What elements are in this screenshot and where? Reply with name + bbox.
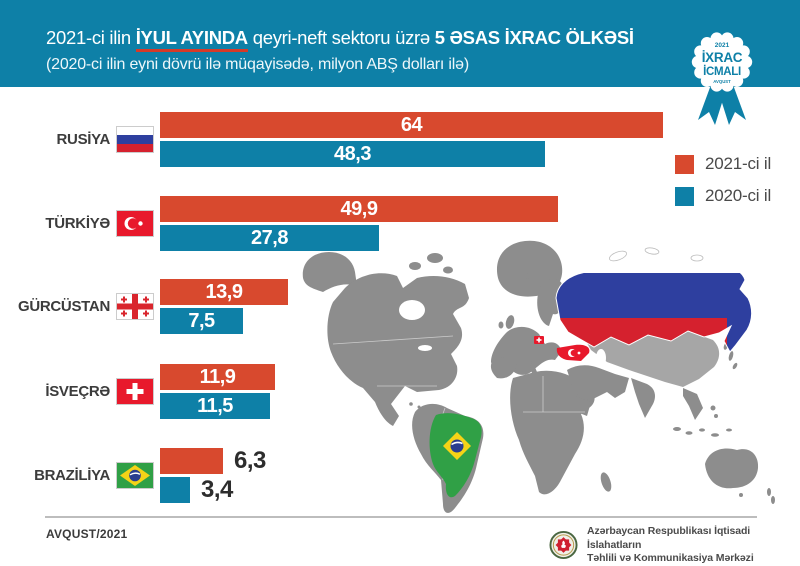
badge-year: 2021 [715, 42, 730, 49]
bar-2020: 3,4 [160, 477, 233, 503]
legend-item-2021: 2021-ci il [675, 154, 771, 174]
rosette-icon: 2021 İXRAC İCMALI AVQUST [691, 32, 753, 125]
badge-month: AVQUST [713, 79, 731, 84]
chart-row-turkiye: TÜRKİYƏ 49,9 27,8 [0, 196, 800, 251]
alaska-region [302, 252, 357, 292]
chart-row-rusiya: RUSİYA 64 48,3 [0, 112, 800, 167]
legend-label-2021: 2021-ci il [705, 154, 772, 173]
badge-line1: İXRAC [702, 50, 743, 65]
header-banner: 2021-ci ilin İYUL AYINDA qeyri-neft sekt… [0, 0, 800, 87]
turkey-flag-icon [116, 210, 154, 237]
value-label-2020: 11,5 [197, 395, 233, 417]
legend-swatch-2021 [675, 154, 694, 174]
footer-period: AVQUST/2021 [46, 527, 128, 541]
bar-2021: 13,9 [160, 279, 288, 305]
chart-row-gurcustan: GÜRCÜSTAN 13,9 7,5 [0, 279, 800, 334]
country-label: İSVEÇRƏ [45, 383, 110, 400]
bar-2021: 11,9 [160, 364, 275, 390]
georgia-flag-icon [116, 293, 154, 320]
country-label: BRAZİLİYA [34, 467, 110, 484]
legend-label-2020: 2020-ci il [705, 186, 772, 205]
country-label: TÜRKİYƏ [45, 215, 110, 232]
chart-row-isvecre: İSVEÇRƏ 11,9 11,5 [0, 364, 800, 419]
bar-2020: 27,8 [160, 225, 379, 251]
value-label-2021: 49,9 [340, 198, 378, 220]
australia-region [705, 448, 759, 489]
brazil-flag-icon [116, 462, 154, 489]
bar-2021: 6,3 [160, 448, 266, 474]
country-label: RUSİYA [56, 131, 111, 148]
value-label-2020: 3,4 [201, 476, 233, 503]
title-highlight: İYUL AYINDA [135, 27, 248, 52]
bar-2020: 11,5 [160, 393, 270, 419]
value-label-2020: 27,8 [251, 227, 288, 249]
badge-line2: İCMALI [703, 65, 741, 78]
legend-item-2020: 2020-ci il [675, 186, 771, 206]
footer-divider [45, 516, 757, 518]
bar-2021: 64 [160, 112, 663, 138]
north-america-region [327, 273, 469, 426]
value-label-2021: 13,9 [205, 281, 243, 303]
ixrac-icmali-badge: 2021 İXRAC İCMALI AVQUST [684, 24, 760, 130]
state-emblem-icon [549, 531, 578, 560]
bar-2020: 48,3 [160, 141, 545, 167]
middle-east-region [567, 365, 629, 400]
ribbon-tails-icon [698, 82, 746, 125]
title-middle: qeyri-neft sektoru üzrə [247, 27, 435, 48]
footer-organization: Azərbaycan Respublikası İqtisadi İslahat… [549, 525, 800, 566]
value-label-2021: 64 [400, 114, 423, 136]
value-label-2020: 48,3 [334, 143, 371, 165]
value-label-2020: 7,5 [188, 310, 215, 332]
chart-row-braziliya: BRAZİLİYA 6,3 3,4 [0, 448, 800, 503]
org-line1: Azərbaycan Respublikası İqtisadi İslahat… [587, 525, 751, 551]
value-label-2021: 6,3 [234, 447, 266, 474]
bar-2020: 7,5 [160, 308, 243, 334]
russia-flag-icon [116, 126, 154, 153]
switzerland-flag-icon [116, 378, 154, 405]
bar-2021: 49,9 [160, 196, 558, 222]
country-label: GÜRCÜSTAN [17, 298, 110, 315]
page-subtitle: (2020-ci ilin eyni dövrü ilə müqayisədə,… [46, 56, 469, 73]
title-emphasis: 5 ƏSAS İXRAC ÖLKƏSİ [434, 27, 634, 48]
title-prefix: 2021-ci ilin [46, 27, 136, 48]
turkey-region [556, 344, 590, 361]
switzerland-region [534, 336, 544, 344]
india-region [631, 378, 655, 418]
value-label-2021: 11,9 [199, 366, 236, 388]
page-title: 2021-ci ilin İYUL AYINDA qeyri-neft sekt… [46, 27, 634, 52]
org-line2: Təhlili və Kommunikasiya Mərkəzi [587, 552, 754, 565]
world-map [302, 240, 775, 513]
brazil-region [429, 413, 482, 498]
legend-swatch-2020 [675, 186, 694, 206]
africa-region [510, 370, 595, 495]
